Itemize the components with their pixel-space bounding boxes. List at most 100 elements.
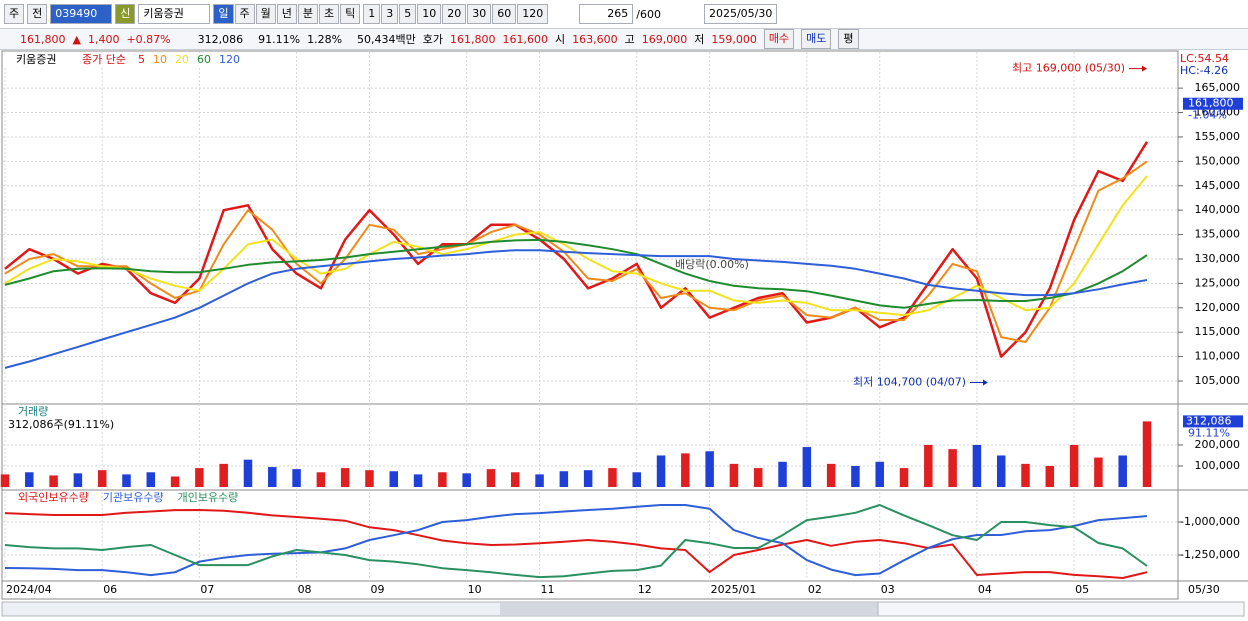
volume-bar (899, 468, 909, 487)
volume-bar (972, 444, 982, 487)
x-tick-label: 03 (881, 583, 895, 596)
volume-bar (438, 472, 447, 487)
interval-button[interactable]: 5 (399, 4, 417, 24)
interval-button[interactable]: 60 (492, 4, 517, 24)
y-tick-label: 155,000 (1195, 130, 1241, 143)
arrow-head (983, 379, 988, 386)
x-tick-label: 09 (370, 583, 384, 596)
y-tick-label: 140,000 (1195, 203, 1241, 216)
price: 161,800 (20, 32, 66, 46)
open-label: 시 (555, 33, 566, 46)
series-line (4, 141, 1149, 358)
volume-bar (49, 475, 58, 487)
volume-bar (948, 449, 957, 487)
interval-button[interactable]: 30 (467, 4, 492, 24)
interval-button[interactable]: 3 (381, 4, 399, 24)
plot-frame (1, 50, 1179, 600)
volume-bar (826, 463, 836, 487)
period-button[interactable]: 틱 (340, 4, 361, 24)
code-input[interactable]: 039490 (50, 4, 113, 24)
hc-label: HC:-4.26 (1180, 64, 1228, 77)
y-tick-label: 115,000 (1195, 325, 1241, 338)
last-date-label: 05/30 (1188, 583, 1220, 596)
x-tick-label: 05 (1075, 583, 1089, 596)
high-label: 고 (624, 33, 635, 46)
volume-bar (97, 470, 107, 487)
avg-button[interactable]: 평 (838, 29, 859, 49)
legend-entry: 5 (138, 53, 145, 66)
prev-button[interactable]: 전 (27, 4, 48, 24)
volume-bar (996, 455, 1006, 487)
low-label: 저 (694, 33, 705, 46)
volume-bar (1094, 457, 1103, 487)
legend-bg (4, 53, 234, 67)
volume-bar (511, 472, 520, 487)
x-tick-label: 06 (103, 583, 117, 596)
x-tick-label: 11 (541, 583, 555, 596)
period-button[interactable]: 분 (297, 4, 318, 24)
y-tick-label: 120,000 (1195, 301, 1241, 314)
x-tick-label: 12 (638, 583, 652, 596)
volume-bar (170, 476, 180, 487)
volume-bar (413, 474, 423, 487)
count-input[interactable]: 265 (579, 4, 634, 24)
series-line (4, 160, 1148, 343)
interval-button[interactable]: 10 (417, 4, 442, 24)
interval-button[interactable]: 1 (363, 4, 381, 24)
period-button[interactable]: 월 (255, 4, 276, 24)
y-tick-label: 145,000 (1195, 179, 1241, 192)
volume-bar (243, 459, 253, 487)
lc-label: LC:54.54 (1180, 52, 1229, 65)
series-line (4, 509, 1148, 579)
current-price-box (1183, 97, 1243, 110)
volume-bar (122, 474, 131, 487)
sell-button[interactable]: 매도 (801, 29, 832, 49)
period-button[interactable]: 년 (276, 4, 297, 24)
series-line (4, 504, 1148, 579)
stock-name: 키움증권 (138, 4, 211, 24)
interval-button[interactable]: 120 (517, 4, 549, 24)
current-volume-label: 312,086 (1186, 414, 1232, 427)
volume-bar (583, 470, 593, 487)
volume-subtitle: 312,086주(91.11%) (8, 418, 114, 431)
ask: 161,800 (450, 32, 496, 46)
interval-button[interactable]: 20 (442, 4, 467, 24)
chart-title: 키움증권 (16, 53, 56, 66)
open: 163,600 (572, 32, 618, 46)
buy-button[interactable]: 매수 (763, 29, 795, 49)
volume-bar (316, 472, 326, 487)
volume-bar (753, 468, 763, 487)
info-bar: 161,800 ▲ 1,400 +0.87% 312,086 91.11% 1.2… (0, 28, 1248, 50)
volume-bar (486, 469, 496, 487)
volume-bar (729, 463, 739, 487)
x-tick-label: 08 (298, 583, 312, 596)
interval-group: 1 3 5 10 20 30 60 120 (363, 4, 549, 24)
volume-bar (559, 471, 569, 487)
volume-bar (802, 447, 812, 487)
date-input[interactable]: 2025/05/30 (703, 4, 778, 24)
bid: 161,600 (502, 32, 549, 46)
volume-bar (73, 473, 83, 487)
current-rate: -1.04% (1188, 109, 1227, 122)
x-tick-label: 2025/01 (711, 583, 757, 596)
y-tick-label: 110,000 (1195, 350, 1241, 363)
count-max: /600 (636, 7, 661, 21)
period-button[interactable]: 초 (319, 4, 340, 24)
period-button[interactable]: 일 (213, 4, 234, 24)
series-line (4, 249, 1148, 369)
high: 169,000 (641, 32, 688, 46)
volume-bar (195, 468, 204, 487)
period-button[interactable]: 주 (234, 4, 255, 24)
market-select[interactable]: 주 (4, 4, 25, 24)
legend-entry: 20 (175, 53, 189, 66)
volume-bar (268, 467, 277, 487)
y-tick-label: 200,000 (1195, 438, 1241, 451)
volume-bar (875, 461, 884, 487)
volume-bar (1142, 421, 1152, 487)
y-tick-label: 165,000 (1195, 81, 1241, 94)
legend-entry: 개인보유수량 (178, 491, 239, 504)
change: 1,400 (87, 32, 120, 46)
